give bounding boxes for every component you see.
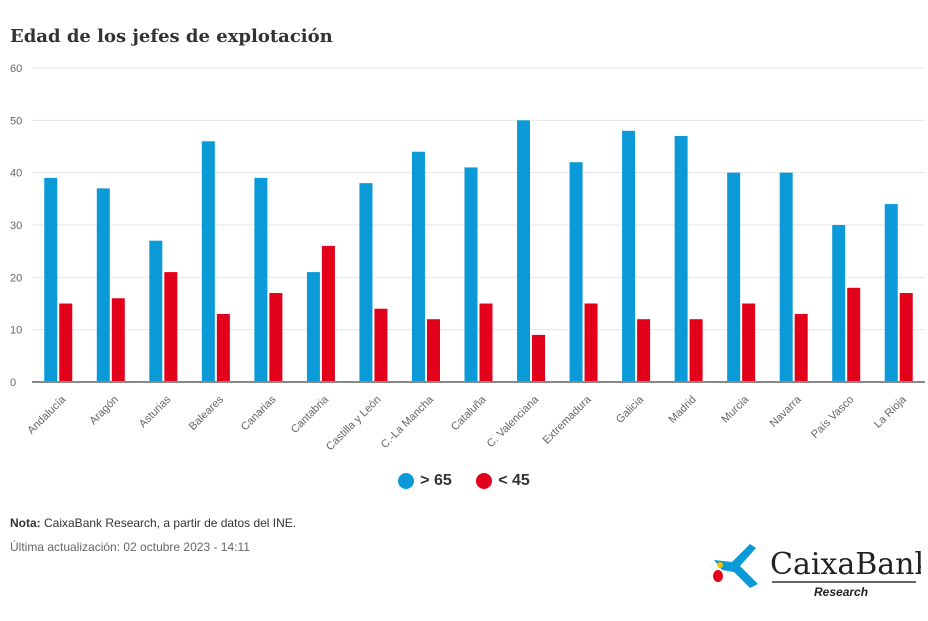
bar-over-65 (832, 225, 846, 382)
bar-over-65 (359, 183, 373, 382)
logo-brand-text: CaixaBank (770, 547, 921, 582)
x-tick-label: Madrid (666, 394, 698, 426)
y-tick-label: 30 (10, 220, 22, 232)
bar-over-65 (622, 130, 636, 382)
legend-item-over-65[interactable]: > 65 (398, 472, 452, 490)
bar-over-65 (779, 172, 793, 382)
x-tick-label: Extremadura (541, 393, 595, 447)
legend-label: > 65 (420, 472, 452, 489)
legend: > 65 < 45 (0, 472, 928, 494)
bar-under-45 (689, 319, 703, 382)
bar-over-65 (674, 136, 688, 382)
bar-over-65 (517, 120, 531, 382)
bar-under-45 (847, 287, 861, 382)
x-tick-label: Galicia (614, 393, 647, 426)
x-tick-label: Baleares (187, 393, 227, 433)
x-tick-label: País Vasco (809, 394, 856, 441)
note-text: CaixaBank Research, a partir de datos de… (40, 516, 297, 530)
x-tick-label: Andalucía (25, 393, 69, 437)
y-tick-label: 50 (10, 115, 22, 127)
logo-sub-text: Research (814, 585, 868, 599)
bar-under-45 (374, 308, 388, 382)
bar-over-65 (201, 141, 215, 382)
legend-swatch (476, 473, 493, 489)
last-updated: Última actualización: 02 octubre 2023 - … (10, 540, 250, 554)
bar-over-65 (411, 151, 425, 382)
y-tick-label: 20 (10, 272, 22, 284)
x-tick-label: Murcia (719, 393, 751, 425)
source-note: Nota: CaixaBank Research, a partir de da… (10, 516, 296, 530)
x-tick-label: Cantabria (289, 393, 332, 436)
bar-over-65 (306, 272, 320, 382)
bar-under-45 (532, 334, 546, 382)
bar-under-45 (742, 303, 756, 382)
bar-under-45 (111, 298, 125, 382)
bar-under-45 (584, 303, 598, 382)
chart-title: Edad de los jefes de explotación (10, 26, 333, 47)
x-tick-label: Castilla y León (324, 394, 384, 454)
bar-under-45 (637, 319, 651, 382)
x-tick-label: La Rioja (872, 393, 910, 431)
bar-over-65 (96, 188, 110, 382)
bar-over-65 (727, 172, 741, 382)
legend-swatch (398, 473, 415, 489)
x-tick-label: Asturias (137, 393, 174, 430)
x-tick-label: C.-La Mancha (379, 393, 437, 451)
bar-under-45 (899, 293, 913, 382)
bar-under-45 (216, 313, 230, 382)
y-tick-label: 0 (10, 377, 16, 389)
bar-under-45 (269, 293, 283, 382)
bar-over-65 (884, 204, 898, 382)
bar-over-65 (464, 167, 478, 382)
y-tick-label: 40 (10, 168, 22, 180)
bar-under-45 (794, 313, 808, 382)
bar-under-45 (321, 245, 335, 382)
bar-over-65 (254, 177, 268, 382)
bar-over-65 (44, 177, 58, 382)
legend-item-under-45[interactable]: < 45 (476, 472, 530, 490)
bar-under-45 (164, 272, 178, 382)
note-label: Nota: (10, 516, 41, 530)
x-tick-label: Navarra (768, 393, 805, 430)
x-tick-label: Aragón (87, 394, 121, 428)
x-tick-label: C. Valenciana (485, 393, 542, 450)
bar-over-65 (149, 240, 163, 382)
legend-label: < 45 (498, 472, 530, 489)
bar-under-45 (59, 303, 73, 382)
caixabank-logo: CaixaBank Research (713, 544, 921, 599)
bar-under-45 (426, 319, 440, 382)
bar-under-45 (479, 303, 493, 382)
y-tick-label: 60 (10, 63, 22, 75)
x-tick-label: Cataluña (449, 393, 489, 433)
x-tick-label: Canarias (239, 393, 279, 433)
y-tick-label: 10 (10, 325, 22, 337)
bar-over-65 (569, 162, 583, 382)
bar-chart: 0 10 20 30 40 50 60 Andalucía Aragón Asturias Bale… (10, 63, 925, 454)
